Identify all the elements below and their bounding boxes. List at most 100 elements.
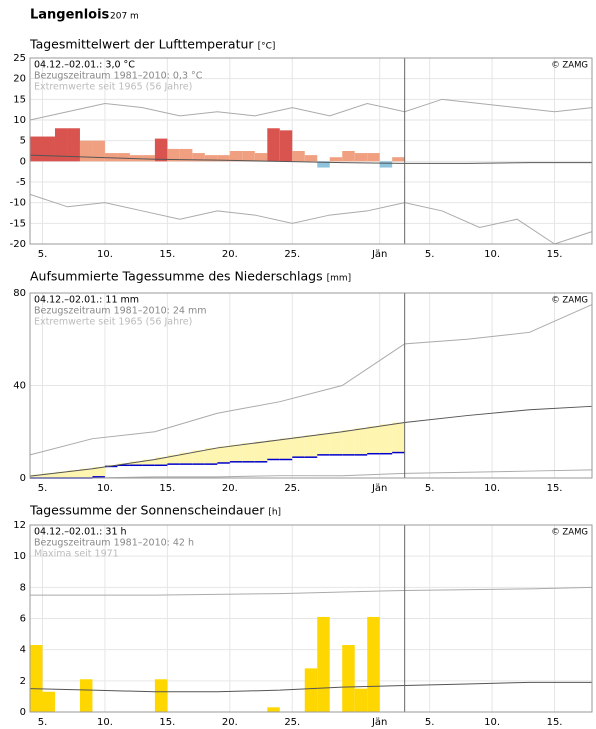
sunshine-bar [79, 679, 93, 712]
precipitation-deviation [392, 422, 405, 453]
chart-title: Tagesmittelwert der Lufttemperatur [29, 37, 254, 52]
temperature-bar [279, 130, 293, 162]
temperature-bar [367, 153, 380, 162]
precipitation-deviation [367, 426, 380, 454]
y-tick-label: 0 [20, 473, 26, 484]
precipitation-deviation [342, 429, 355, 455]
chart-unit: [h] [268, 508, 281, 518]
precipitation-deviation [354, 428, 368, 455]
temperature-bar [42, 136, 55, 162]
info-text: 04.12.–02.01.: 3,0 °C [34, 60, 135, 71]
x-tick-label: 20. [222, 717, 238, 728]
x-tick-label: 5. [38, 717, 48, 728]
sunshine-bar [30, 644, 43, 712]
x-tick-label: 15. [159, 717, 175, 728]
precipitation-deviation [279, 438, 293, 460]
temperature-bar [304, 155, 318, 162]
temperature-bar [342, 151, 355, 162]
x-tick-label: 5. [425, 483, 435, 494]
x-tick-label: 15. [547, 249, 563, 260]
y-tick-label: -15 [10, 218, 26, 229]
x-tick-label: 25. [284, 717, 300, 728]
x-tick-label: 10. [97, 249, 113, 260]
x-tick-label: 5. [425, 249, 435, 260]
precipitation-deviation [30, 474, 43, 478]
temperature-bar [317, 161, 330, 168]
plot-frame [29, 524, 593, 713]
plot-frame [29, 57, 593, 245]
x-tick-label: 5. [425, 717, 435, 728]
x-tick-label: 15. [547, 483, 563, 494]
precipitation-deviation [242, 443, 255, 462]
y-tick-label: 15 [13, 94, 26, 105]
sunshine-bar [42, 691, 55, 712]
x-tick-label: 15. [159, 249, 175, 260]
precipitation-deviation [204, 447, 218, 465]
temperature-bar [30, 136, 43, 162]
x-tick-label: 20. [222, 249, 238, 260]
temperature-bar [104, 153, 118, 162]
reference-line [29, 98, 593, 121]
y-tick-label: 0 [20, 156, 26, 167]
x-tick-label: 20. [222, 483, 238, 494]
temperature-bar [117, 153, 130, 162]
info-text: 04.12.–02.01.: 11 mm [34, 295, 139, 306]
copyright: © ZAMG [551, 296, 588, 306]
y-tick-label: 10 [13, 551, 26, 562]
reference-line [29, 304, 593, 456]
reference-line [29, 681, 592, 693]
info-text: Bezugszeitraum 1981–2010: 42 h [34, 538, 194, 549]
y-tick-label: 12 [13, 520, 26, 531]
temperature-bar [254, 153, 268, 162]
precipitation-deviation [317, 433, 330, 455]
temperature-bar [329, 157, 343, 162]
temperature-bar [67, 128, 80, 162]
y-tick-label: 5 [20, 136, 26, 147]
precipitation-deviation [142, 459, 155, 466]
precipitation-deviation [129, 461, 143, 466]
y-tick-label: 8 [20, 582, 26, 593]
precipitation-deviation [154, 457, 168, 466]
temperature-bar [267, 128, 280, 162]
copyright: © ZAMG [551, 528, 588, 538]
x-tick-label: Jän [371, 249, 387, 260]
x-tick-label: 10. [484, 717, 500, 728]
precipitation-deviation [42, 473, 55, 478]
precipitation-deviation [54, 471, 68, 478]
chart-title: Tagessumme der Sonnenscheindauer [29, 503, 265, 518]
y-tick-label: -10 [10, 198, 26, 209]
temperature-bar [92, 140, 105, 162]
y-tick-label: 10 [13, 115, 26, 126]
x-tick-label: 10. [484, 249, 500, 260]
y-tick-label: 6 [20, 614, 26, 625]
info-text: Maxima seit 1971 [34, 549, 119, 560]
y-tick-label: 2 [20, 676, 26, 687]
precipitation-deviation [229, 444, 243, 462]
precipitation-deviation [92, 466, 105, 477]
temperature-bar [229, 151, 243, 162]
y-tick-label: -5 [16, 177, 26, 188]
sunshine-bar [317, 616, 330, 712]
temperature-bar [154, 138, 168, 162]
x-tick-label: 5. [38, 249, 48, 260]
y-tick-label: 80 [13, 288, 26, 299]
temperature-bar [179, 148, 193, 162]
precipitation-deviation [304, 434, 318, 458]
station-altitude: 207 m [110, 12, 139, 22]
temperature-bar [379, 161, 393, 168]
temperature-bar [204, 155, 218, 162]
reference-line [29, 193, 593, 245]
x-tick-label: Jän [371, 483, 387, 494]
reference-line [29, 405, 593, 477]
precipitation-deviation [254, 441, 268, 462]
temperature-bar [79, 140, 93, 162]
x-tick-label: 10. [97, 717, 113, 728]
x-tick-label: 25. [284, 483, 300, 494]
x-tick-label: Jän [371, 717, 387, 728]
info-text: Extremwerte seit 1965 (56 Jahre) [34, 82, 192, 93]
x-tick-label: 10. [484, 483, 500, 494]
x-tick-label: 5. [38, 483, 48, 494]
precipitation-deviation [292, 436, 305, 458]
sunshine-bar [304, 668, 318, 712]
